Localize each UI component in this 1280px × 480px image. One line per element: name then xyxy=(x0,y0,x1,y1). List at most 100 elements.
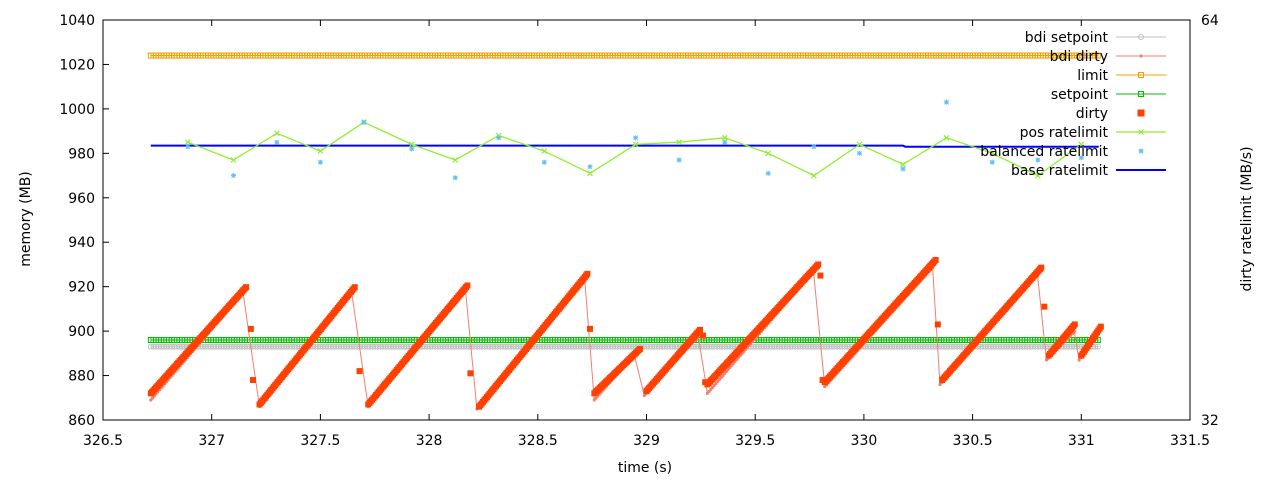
pos-ratelimit-point xyxy=(1034,172,1041,179)
dirty-point xyxy=(467,370,474,377)
series-base-ratelimit-line xyxy=(150,144,1099,148)
legend-marker xyxy=(1138,129,1144,135)
y-tick-label: 1040 xyxy=(59,13,95,29)
y-tick-label: 960 xyxy=(68,191,95,207)
y-tick-label: 980 xyxy=(68,146,95,162)
series-bdi-dirty-line xyxy=(150,266,1099,411)
legend-label: bdi setpoint xyxy=(1025,30,1109,46)
series-balanced-ratelimit xyxy=(185,99,1084,181)
pos-ratelimit-point xyxy=(273,130,280,137)
x-tick-label: 328.5 xyxy=(518,433,558,449)
balanced-ratelimit-point xyxy=(230,173,236,179)
legend-label: limit xyxy=(1077,68,1108,84)
balanced-ratelimit-point xyxy=(452,175,458,181)
legend-entry-setpoint: setpoint xyxy=(1051,87,1166,103)
dirty-point xyxy=(702,379,709,386)
pos-ratelimit-point xyxy=(810,172,817,179)
pos-ratelimit-point xyxy=(452,157,459,163)
dirty-point xyxy=(464,282,471,289)
pos-ratelimit-point xyxy=(900,161,906,168)
legend-entry-limit: limit xyxy=(1077,68,1166,84)
dirty-point xyxy=(1041,303,1048,310)
legend-label: setpoint xyxy=(1051,87,1109,103)
x-tick-label: 329 xyxy=(633,433,660,449)
y-tick-label: 880 xyxy=(68,369,95,385)
balanced-ratelimit-point xyxy=(1035,157,1041,163)
dirty-point xyxy=(356,368,363,375)
dirty-point xyxy=(247,325,254,332)
legend-entry-pos-ratelimit: pos ratelimit xyxy=(1020,125,1166,141)
legend-entry-balanced-ratelimit: balanced ratelimit xyxy=(980,144,1144,160)
legend-entry-base-ratelimit: base ratelimit xyxy=(1011,163,1166,179)
dirty-point xyxy=(819,377,826,383)
pos-ratelimit-point xyxy=(317,148,324,155)
balanced-ratelimit-point xyxy=(857,150,863,156)
dirty-point xyxy=(1097,323,1104,330)
balanced-ratelimit-point xyxy=(722,139,728,145)
balanced-ratelimit-point xyxy=(811,144,817,150)
dirty-point xyxy=(1038,264,1045,271)
series-layer xyxy=(147,52,1104,411)
x-tick-label: 330.5 xyxy=(953,433,993,449)
x-tick-label: 329.5 xyxy=(735,433,775,449)
legend-marker xyxy=(1138,91,1144,97)
y2-axis-title: dirty ratelimit (MB/s) xyxy=(1239,146,1255,291)
series-dirty xyxy=(147,257,1104,410)
balanced-ratelimit-point xyxy=(765,170,771,176)
y2-tick-label: 32 xyxy=(1201,413,1219,429)
legend-label: base ratelimit xyxy=(1011,163,1109,179)
x-tick-label: 327.5 xyxy=(300,433,340,449)
x-tick-label: 330 xyxy=(851,433,878,449)
balanced-ratelimit-point xyxy=(989,159,995,165)
x-tick-label: 327 xyxy=(198,433,225,449)
legend-marker xyxy=(1138,148,1144,154)
balanced-ratelimit-point xyxy=(900,166,906,172)
legend-entry-bdi-setpoint: bdi setpoint xyxy=(1025,30,1166,46)
pos-ratelimit-point xyxy=(676,139,683,146)
pos-ratelimit-point xyxy=(765,150,772,157)
legend-entry-dirty: dirty xyxy=(1076,106,1145,122)
x-tick-label: 331.5 xyxy=(1170,433,1210,449)
pos-ratelimit-point xyxy=(721,134,728,141)
balanced-ratelimit-point xyxy=(541,159,547,165)
dirty-point xyxy=(586,325,593,332)
balanced-ratelimit-point xyxy=(317,159,323,165)
pos-ratelimit-point xyxy=(989,150,996,157)
bdi-setpoint-point xyxy=(1092,343,1099,350)
bdi-dirty-point xyxy=(1077,358,1081,362)
legend-marker xyxy=(1138,34,1144,40)
series-base-ratelimit xyxy=(150,144,1099,148)
pos-ratelimit-point xyxy=(632,141,639,148)
balanced-ratelimit-point xyxy=(944,99,950,105)
legend: bdi setpoint bdi dirty limit setpoint dirty p… xyxy=(980,30,1166,179)
pos-ratelimit-point xyxy=(943,134,950,141)
dirty-point xyxy=(250,377,257,383)
balanced-ratelimit-point xyxy=(409,146,415,152)
plot-frame xyxy=(102,19,1191,421)
balanced-ratelimit-point xyxy=(496,135,502,141)
dirty-point xyxy=(817,272,824,279)
balanced-ratelimit-point xyxy=(633,135,639,141)
pos-ratelimit-point xyxy=(184,139,191,146)
pos-ratelimit-point xyxy=(408,141,415,148)
dirty-point xyxy=(351,284,358,291)
legend-marker xyxy=(1139,54,1143,58)
pos-ratelimit-point xyxy=(1078,141,1085,148)
pos-ratelimit-point xyxy=(541,148,548,155)
y2-tick-label: 64 xyxy=(1201,13,1219,29)
balanced-ratelimit-point xyxy=(676,157,682,163)
y-tick-label: 1020 xyxy=(59,57,95,73)
series-pos-ratelimit xyxy=(184,119,1085,179)
dirty-point xyxy=(696,326,703,333)
legend-label: bdi dirty xyxy=(1050,49,1108,65)
dirty-point xyxy=(815,261,822,268)
dirty-point xyxy=(700,332,707,339)
pos-ratelimit-point xyxy=(587,170,593,177)
y-tick-label: 940 xyxy=(68,235,95,251)
x-axis-title: time (s) xyxy=(618,460,672,476)
balanced-ratelimit-point xyxy=(185,144,191,150)
y-tick-label: 860 xyxy=(68,413,95,429)
balanced-ratelimit-point xyxy=(274,139,280,145)
legend-marker xyxy=(1138,72,1144,78)
pos-ratelimit-point xyxy=(230,157,237,163)
